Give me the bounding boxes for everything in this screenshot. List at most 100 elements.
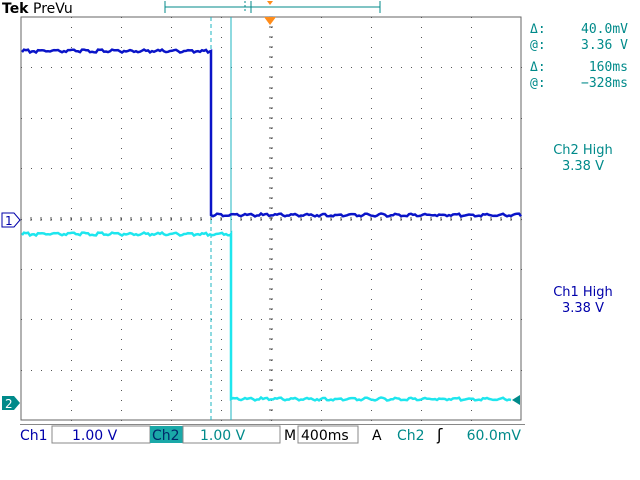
ch1-ground-marker[interactable]: 1 — [1, 212, 21, 228]
grid-dot — [501, 118, 502, 119]
grid-dot — [281, 67, 282, 68]
grid-dot — [371, 329, 372, 330]
grid-dot — [101, 319, 102, 320]
grid-dot — [381, 168, 382, 169]
grid-dot — [131, 118, 132, 119]
grid-dot — [21, 168, 22, 169]
grid-dot — [371, 128, 372, 129]
grid-dot — [371, 37, 372, 38]
ch2-scale-box[interactable]: Ch2 1.00 V — [150, 425, 281, 444]
grid-dot — [51, 118, 52, 119]
grid-dot — [471, 329, 472, 330]
grid-dot — [121, 88, 122, 89]
trigger-box[interactable]: A Ch2 ʃ 60.0mV — [372, 425, 521, 444]
grid-dot — [71, 178, 72, 179]
grid-dot — [171, 208, 172, 209]
grid-dot — [221, 319, 222, 320]
grid-dot — [511, 319, 512, 320]
grid-dot — [101, 370, 102, 371]
grid-dot — [371, 249, 372, 250]
grid-dot — [321, 390, 322, 391]
grid-dot — [171, 279, 172, 280]
grid-dot — [461, 370, 462, 371]
ch1-waveform — [21, 48, 523, 218]
ch1-scale-box[interactable]: Ch1 1.00 V — [20, 425, 151, 444]
grid-dot — [121, 269, 122, 270]
grid-dot — [421, 77, 422, 78]
grid-dot — [331, 370, 332, 371]
grid-dot — [331, 118, 332, 119]
grid-dot — [321, 239, 322, 240]
grid-dot — [461, 319, 462, 320]
grid-dot — [371, 168, 372, 169]
grid-dot — [121, 118, 122, 119]
grid-dot — [331, 319, 332, 320]
grid-dot — [421, 309, 422, 310]
grid-dot — [491, 118, 492, 119]
grid-dot — [41, 370, 42, 371]
ch1-scale-value: 1.00 V — [72, 428, 118, 444]
grid-dot — [321, 309, 322, 310]
grid-dot — [221, 47, 222, 48]
grid-dot — [431, 118, 432, 119]
grid-dot — [321, 269, 322, 270]
grid-dot — [371, 289, 372, 290]
grid-dot — [251, 168, 252, 169]
timebase-frame — [297, 425, 359, 444]
grid-dot — [71, 380, 72, 381]
grid-dot — [421, 57, 422, 58]
grid-dot — [501, 168, 502, 169]
grid-dot — [421, 349, 422, 350]
grid-dot — [521, 67, 522, 68]
grid-dot — [361, 269, 362, 270]
grid-dot — [181, 269, 182, 270]
grid-dot — [521, 118, 522, 119]
grid-dot — [481, 67, 482, 68]
grid-dot — [121, 289, 122, 290]
grid-dot — [171, 37, 172, 38]
grid-dot — [121, 249, 122, 250]
grid-dot — [321, 37, 322, 38]
grid-dot — [41, 319, 42, 320]
grid-dot — [121, 128, 122, 129]
grid-dot — [321, 349, 322, 350]
grid-dot — [71, 309, 72, 310]
grid-dot — [201, 269, 202, 270]
grid-dot — [321, 158, 322, 159]
grid-dot — [71, 98, 72, 99]
grid-dot — [441, 168, 442, 169]
ch2-ground-marker[interactable]: 2 — [2, 396, 20, 411]
t-at-value: −328ms — [581, 76, 628, 91]
trigger-position-marker[interactable] — [264, 17, 276, 25]
grid-dot — [81, 370, 82, 371]
timebase-box[interactable]: M 400ms — [284, 425, 359, 444]
grid-dot — [221, 249, 222, 250]
grid-dot — [91, 168, 92, 169]
v-at-value: 3.36 V — [581, 38, 628, 53]
grid-dot — [301, 319, 302, 320]
grid-dot — [471, 269, 472, 270]
grid-dot — [311, 370, 312, 371]
grid-dot — [321, 259, 322, 260]
grid-dot — [221, 400, 222, 401]
grid-dot — [221, 57, 222, 58]
grid-dot — [421, 229, 422, 230]
grid-dot — [171, 67, 172, 68]
grid-dot — [71, 188, 72, 189]
status-bar: Ch1 1.00 V Ch2 1.00 V M 400ms A Ch2 ʃ 60… — [20, 424, 525, 444]
grid-dot — [421, 208, 422, 209]
grid-dot — [351, 118, 352, 119]
grid-dot — [171, 329, 172, 330]
grid-dot — [71, 289, 72, 290]
ch2-trigger-level-marker[interactable] — [512, 395, 520, 405]
grid-dot — [471, 410, 472, 411]
grid-dot — [391, 118, 392, 119]
grid-dot — [171, 319, 172, 320]
grid-dot — [131, 168, 132, 169]
grid-dot — [321, 319, 322, 320]
grid-dot — [191, 118, 192, 119]
grid-dot — [431, 269, 432, 270]
status-bar-divider — [20, 424, 525, 425]
trigger-source: Ch2 — [397, 428, 425, 444]
grid-dot — [371, 239, 372, 240]
